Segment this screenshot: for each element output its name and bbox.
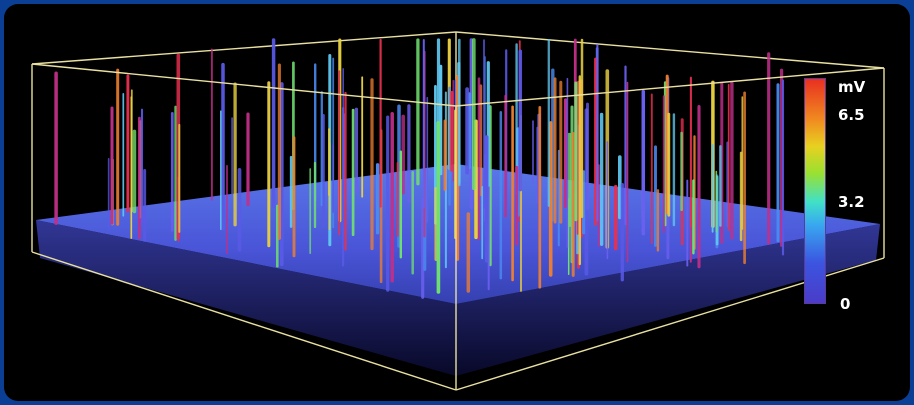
surface-plot	[31, 31, 885, 391]
colorbar	[804, 78, 826, 304]
colorbar-unit-label: mV	[838, 78, 866, 96]
colorbar-tick-label: 0	[840, 295, 851, 313]
chart-panel: mV 6.5 3.2 0	[4, 4, 910, 401]
spike-group	[54, 38, 785, 299]
box-front-edges	[31, 63, 885, 391]
colorbar-tick-label: 3.2	[838, 193, 865, 211]
colorbar-tick-label: 6.5	[838, 106, 865, 124]
